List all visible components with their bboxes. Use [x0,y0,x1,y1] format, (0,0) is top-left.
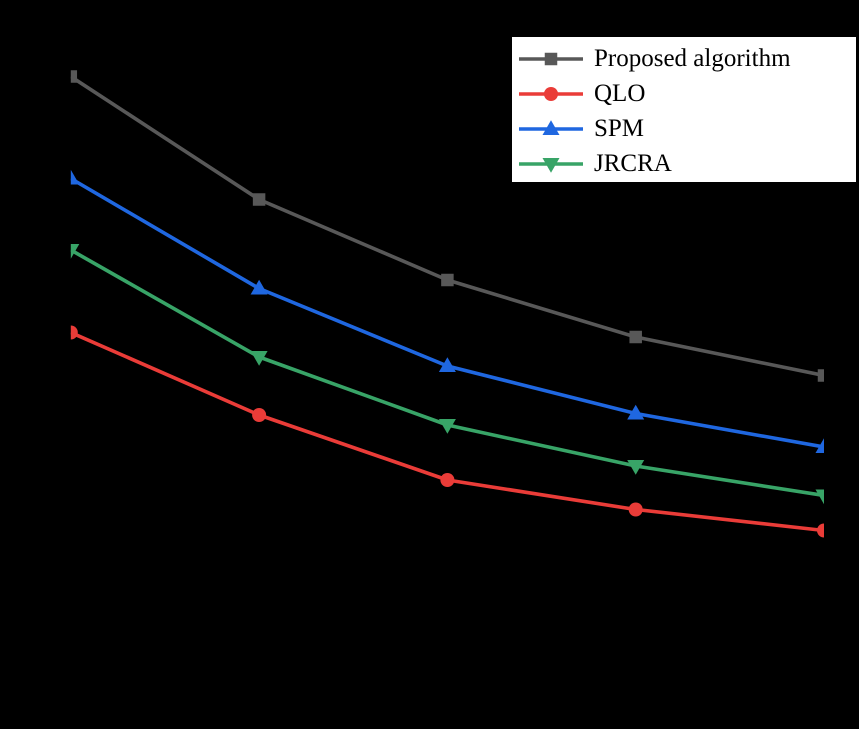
legend-label: JRCRA [594,150,672,177]
legend-circle-marker-icon [519,86,583,101]
legend-item-spm: SPM [516,111,856,146]
legend-triangle-up-marker-icon [519,119,583,135]
series-jrcra [70,244,825,505]
legend-label: QLO [594,80,646,107]
series-proposed-algorithm [70,70,825,382]
series-qlo [70,325,825,538]
legend-item-jrcra: JRCRA [516,146,856,181]
legend-item-qlo: QLO [516,76,856,111]
legend-label: Proposed algorithm [594,45,791,72]
series-spm [70,169,825,453]
legend-item-proposed-algorithm: Proposed algorithm [516,41,856,76]
legend-triangle-down-marker-icon [519,157,583,173]
legend: Proposed algorithm QLO SPM JRCRA [511,36,857,183]
legend-square-marker-icon [519,52,583,65]
legend-label: SPM [594,115,645,142]
